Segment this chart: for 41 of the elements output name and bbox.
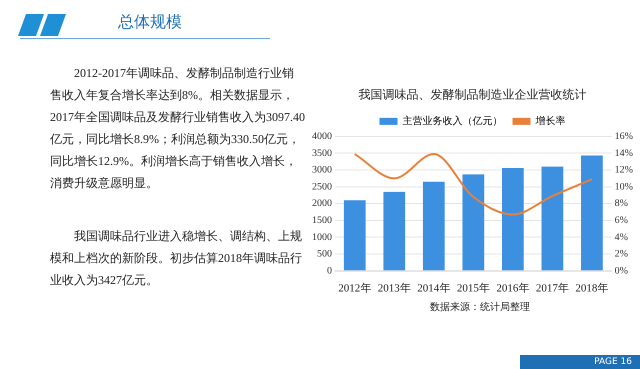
y-tick-label: 1500	[312, 215, 332, 226]
y-tick-label: 4000	[312, 131, 332, 142]
legend-label: 增长率	[534, 115, 566, 128]
y-tick-label: 2500	[312, 181, 332, 192]
y2-tick-label: 0%	[614, 265, 628, 276]
bar	[383, 192, 406, 270]
line-series	[354, 153, 593, 216]
y2-tick-label: 10%	[614, 181, 634, 192]
y-tick-label: 1000	[312, 232, 332, 243]
x-tick-label: 2013年	[378, 282, 411, 294]
legend-label: 主营业务收入（亿元）	[402, 115, 502, 128]
y2-tick-label: 12%	[614, 164, 634, 176]
x-tick-label: 2015年	[456, 282, 490, 294]
x-tick-label: 2014年	[417, 282, 450, 294]
text: PAGE 16	[520, 355, 640, 369]
source-note: 数据来源：统计局整理	[429, 300, 531, 314]
text: 总体规模	[118, 12, 182, 33]
bar	[542, 166, 564, 270]
x-tick-label: 2017年	[536, 282, 569, 294]
bar	[581, 156, 603, 270]
y2-tick-label: 8%	[614, 198, 628, 210]
y-tick-label: 3500	[312, 148, 332, 159]
bar	[344, 200, 366, 270]
y-tick-label: 2000	[312, 198, 332, 210]
x-tick-label: 2012年	[338, 282, 372, 294]
y2-tick-label: 16%	[614, 131, 634, 142]
bar	[422, 182, 445, 270]
text: 我国调味品行业进入稳增长、调结构、上规模和上档次的新阶段。初步估算2018年调味品行业收入为3427亿元。	[50, 228, 303, 289]
x-tick-label: 2016年	[496, 282, 530, 294]
bar	[462, 174, 484, 270]
y-tick-label: 500	[317, 248, 332, 260]
bar	[502, 168, 524, 270]
y-tick-label: 3000	[312, 164, 332, 176]
text: 2012-2017年调味品、发酵制品制造行业销售收入年复合增长率达到8%。相关数据显示，2017年全国调味品及发酵行业销售收入为3097.40亿元，同比增长8.9%；利润总额为330.50亿元，同比增长12.9%。利润增长高于销售收入增长，消费升级意愿明显。	[50, 65, 305, 192]
y2-tick-label: 14%	[614, 148, 634, 159]
y2-tick-label: 4%	[614, 232, 628, 243]
chart-subtitle: 我国调味品、发酵制品制造业企业营收统计	[358, 88, 586, 102]
y-tick-label: 0	[327, 265, 332, 276]
x-tick-label: 2018年	[575, 282, 608, 294]
y2-tick-label: 6%	[614, 215, 628, 226]
y2-tick-label: 2%	[614, 248, 628, 260]
